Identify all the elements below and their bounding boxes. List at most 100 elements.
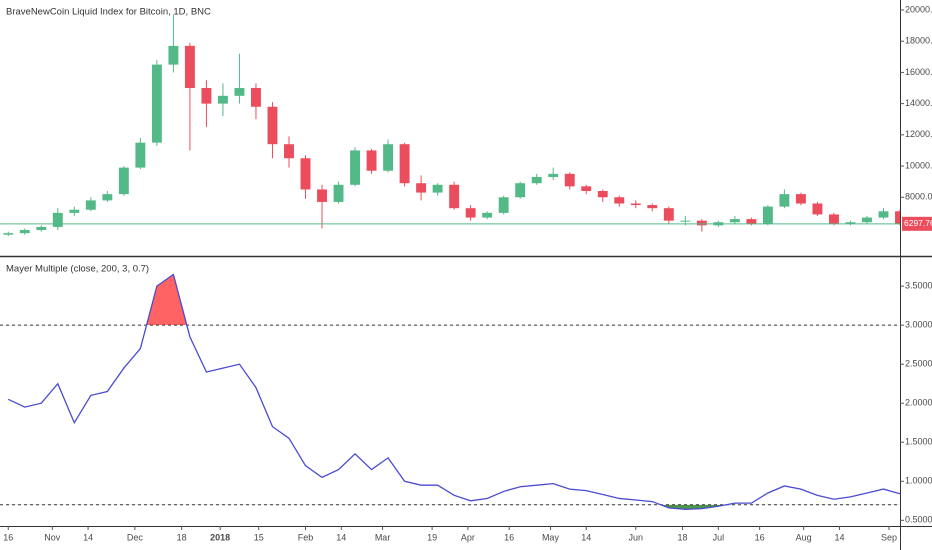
y-tick-label: 3.5000 <box>905 280 932 290</box>
candle-body <box>465 208 476 218</box>
x-tick-label: 16 <box>504 532 514 542</box>
candle-body <box>548 173 559 177</box>
x-tick-label: 2018 <box>210 532 230 542</box>
y-tick-label: 12000.00 <box>905 129 932 139</box>
x-tick-label: 16 <box>755 532 765 542</box>
candle-body <box>251 88 261 107</box>
x-tick-label: Apr <box>461 532 475 542</box>
candle-body <box>812 203 823 215</box>
x-tick-label: 14 <box>336 532 346 542</box>
x-tick-label: 18 <box>177 532 187 542</box>
candle-body <box>581 186 592 192</box>
candle-body <box>102 194 113 201</box>
y-tick-label: 1.5000 <box>905 437 932 447</box>
x-tick-label: Aug <box>796 532 812 542</box>
y-tick-label: 8000.00 <box>905 192 932 202</box>
axes: 8000.00 10000.00 12000.00 14000.00 16000.00 1… <box>3 4 932 542</box>
x-tick-label: 19 <box>427 532 437 542</box>
candle-body <box>399 144 410 184</box>
candle-body <box>383 144 394 171</box>
y-tick-label: 16000.00 <box>905 67 932 77</box>
y-tick-label: 2.0000 <box>905 398 932 408</box>
candle-body <box>762 206 773 224</box>
x-tick-label: Jul <box>713 532 725 542</box>
x-tick-label: 18 <box>678 532 688 542</box>
candle-body <box>498 197 509 213</box>
candle-body <box>663 208 674 221</box>
candle-body <box>795 194 806 204</box>
y-tick-label: 10000.00 <box>905 160 932 170</box>
price-pane <box>0 14 900 237</box>
candle-body <box>234 88 245 96</box>
candle-body <box>19 230 30 234</box>
indicator-title: Mayer Multiple (close, 200, 3, 0.7) <box>6 264 149 275</box>
x-tick-label: 14 <box>83 532 93 542</box>
candle-body <box>564 173 575 187</box>
candle-body <box>416 183 427 193</box>
last-price-box <box>902 216 932 231</box>
x-tick-label: Sep <box>881 532 897 542</box>
x-tick-label: 14 <box>581 532 591 542</box>
candle-body <box>895 211 900 224</box>
candle-body <box>333 184 344 202</box>
candle-body <box>614 197 625 204</box>
y-tick-label: 18000.00 <box>905 36 932 46</box>
candle-body <box>779 194 790 207</box>
x-tick-label: Jun <box>629 532 644 542</box>
candle-body <box>449 184 460 209</box>
candle-body <box>317 189 327 202</box>
candle-body <box>118 167 129 195</box>
y-tick-label: 0.5000 <box>905 515 932 525</box>
x-tick-label: Mar <box>375 532 391 542</box>
candle-body <box>267 106 278 145</box>
candle-body <box>201 88 212 104</box>
candle-body <box>350 150 360 185</box>
candle-body <box>845 222 856 224</box>
candle-body <box>647 205 658 209</box>
candle-body <box>168 45 179 65</box>
candle-body <box>69 209 80 213</box>
last-price-label: 6297.76 <box>904 218 932 228</box>
x-tick-label: 15 <box>254 532 264 542</box>
indicator-pane <box>0 273 901 511</box>
candle-body <box>696 220 707 226</box>
candle-body <box>862 217 872 223</box>
candle-body <box>597 191 608 198</box>
candle-body <box>878 211 889 218</box>
x-tick-label: Feb <box>298 532 314 542</box>
candle-body <box>135 142 146 168</box>
candle-body <box>284 144 294 159</box>
x-tick-label: May <box>542 532 560 542</box>
x-tick-label: Nov <box>44 532 61 542</box>
y-tick-label: 2.5000 <box>905 359 932 369</box>
candle-body <box>52 212 63 227</box>
candle-body <box>85 200 96 210</box>
candle-body <box>151 64 162 143</box>
candle-body <box>746 219 757 224</box>
candle-body <box>515 183 526 198</box>
candle-body <box>630 203 641 206</box>
candle-body <box>217 95 228 104</box>
x-tick-label: 14 <box>834 532 844 542</box>
y-tick-label: 3.0000 <box>905 320 932 330</box>
x-tick-label: Dec <box>127 532 144 542</box>
candle-body <box>184 45 195 89</box>
candle-body <box>828 214 839 224</box>
y-tick-label: 14000.00 <box>905 98 932 108</box>
candle-body <box>36 226 47 231</box>
candle-body <box>432 184 443 193</box>
candle-body <box>3 233 14 235</box>
candle-body <box>300 158 311 190</box>
candle-body <box>531 176 542 184</box>
y-tick-label: 1.0000 <box>905 476 932 486</box>
y-tick-label: 20000.00 <box>905 4 932 14</box>
candle-body <box>366 150 377 171</box>
x-tick-label: 16 <box>3 532 13 542</box>
candle-body <box>680 220 691 222</box>
chart-title: BraveNewCoin Liquid Index for Bitcoin, 1… <box>6 7 211 18</box>
candle-body <box>482 212 493 218</box>
mayer-line <box>7 273 901 511</box>
